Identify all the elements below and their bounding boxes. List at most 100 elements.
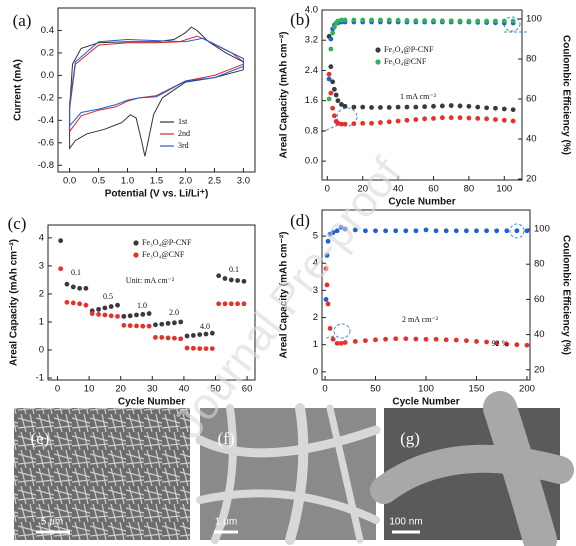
plot-frame — [47, 224, 256, 381]
y-tick-label: 1 — [313, 339, 318, 350]
data-point — [172, 320, 177, 326]
y2-tick-label: 80 — [526, 54, 537, 65]
y2-axis-label: Coulombic Efficiency (%) — [560, 235, 571, 355]
data-point — [190, 345, 196, 351]
x-tick-label: 150 — [469, 384, 485, 395]
data-point — [373, 228, 378, 234]
y-tick-label: 3 — [313, 285, 318, 296]
y-tick-label: 4 — [39, 232, 44, 243]
data-point — [108, 304, 114, 309]
data-point — [331, 113, 337, 119]
data-point — [342, 226, 348, 232]
data-point — [386, 105, 392, 110]
data-point — [474, 339, 479, 344]
data-point — [140, 323, 146, 329]
data-point — [339, 102, 344, 107]
sem-image-e — [14, 408, 190, 540]
data-point — [115, 313, 120, 319]
y-tick-label: 0 — [39, 345, 44, 356]
y-tick-label: 4.0 — [305, 5, 318, 16]
data-point — [404, 117, 410, 123]
data-point — [96, 312, 101, 317]
y2-tick-label: 100 — [526, 14, 542, 25]
y-tick-label: -0.2 — [38, 92, 54, 103]
y-tick-label: 0.0 — [305, 156, 318, 167]
legend-swatch — [375, 59, 381, 65]
data-point — [422, 116, 428, 122]
data-point — [327, 326, 333, 331]
data-point — [228, 277, 234, 283]
data-point — [422, 104, 428, 110]
data-point — [378, 120, 383, 125]
data-point — [127, 323, 133, 329]
callouts — [321, 16, 528, 339]
x-axis-label: Cycle Number — [392, 397, 459, 408]
x-tick-label: 40 — [393, 184, 404, 195]
data-point — [524, 228, 530, 234]
data-point — [342, 121, 348, 127]
data-point — [70, 284, 76, 290]
data-point — [121, 322, 127, 328]
chart-panel: (c) 0 10 20 30 40 50 60 -1 0 1 2 3 4 Cycle Number Areal… — [8, 214, 256, 408]
data-point — [493, 105, 498, 111]
annotation: 0.1 — [229, 265, 239, 274]
data-point — [369, 120, 374, 126]
x-tick-label: 2.0 — [179, 176, 192, 187]
legend-label: 3rd — [178, 141, 189, 150]
data-point — [342, 103, 348, 109]
data-point — [339, 17, 344, 23]
data-point — [324, 282, 330, 288]
data-point — [209, 346, 215, 352]
data-point — [484, 105, 490, 111]
data-point — [514, 228, 520, 234]
x-tick-label: 0.0 — [63, 176, 76, 187]
data-point — [334, 340, 340, 346]
x-tick-label: 100 — [418, 384, 434, 395]
x-tick-label: 0 — [322, 384, 327, 395]
data-point — [501, 106, 507, 112]
y2-tick-label: 40 — [526, 134, 537, 145]
data-point — [514, 342, 520, 348]
data-point — [373, 337, 378, 343]
x-tick-label: 10 — [84, 384, 95, 395]
x-tick-label: 0 — [325, 184, 330, 195]
data-point — [331, 24, 337, 30]
legend-label: 1st — [178, 117, 188, 126]
data-point — [386, 17, 392, 23]
data-point — [422, 18, 428, 23]
data-point — [463, 338, 469, 344]
data-point — [363, 338, 368, 344]
legend-label: 2nd — [178, 129, 190, 138]
data-point — [330, 336, 336, 342]
data-point — [360, 17, 366, 23]
annotation: 1 mA cm⁻² — [400, 92, 437, 101]
y-tick-label: -0.6 — [38, 137, 54, 148]
y-tick-label: 0.4 — [41, 25, 54, 36]
data-point — [369, 17, 374, 23]
data-point — [474, 228, 479, 234]
data-point — [127, 313, 133, 319]
data-point — [121, 313, 127, 319]
legend-label: Fe₃O₄@CNF — [384, 57, 427, 66]
data-point — [431, 103, 436, 109]
data-point — [235, 278, 241, 283]
data-point — [77, 285, 83, 291]
data-point — [494, 228, 500, 234]
data-point — [457, 103, 463, 109]
x-tick-label: 2.5 — [208, 176, 221, 187]
image-label: (f) — [218, 429, 235, 448]
data-point — [404, 104, 410, 110]
data-point — [484, 228, 489, 234]
data-point — [363, 228, 368, 234]
data-point — [338, 224, 344, 230]
cv-curve — [69, 35, 244, 134]
data-point — [351, 104, 357, 110]
x-axis-label: Potential (V vs. Li/Li⁺) — [105, 189, 209, 200]
y2-tick-label: 20 — [534, 364, 545, 375]
data-point — [64, 281, 70, 287]
y2-tick-label: 40 — [534, 329, 545, 340]
data-point — [342, 17, 348, 23]
data-point — [439, 103, 445, 109]
plot-frame — [57, 7, 256, 173]
y-axis-label: Areal Capacity (mAh cm⁻²) — [279, 232, 290, 359]
